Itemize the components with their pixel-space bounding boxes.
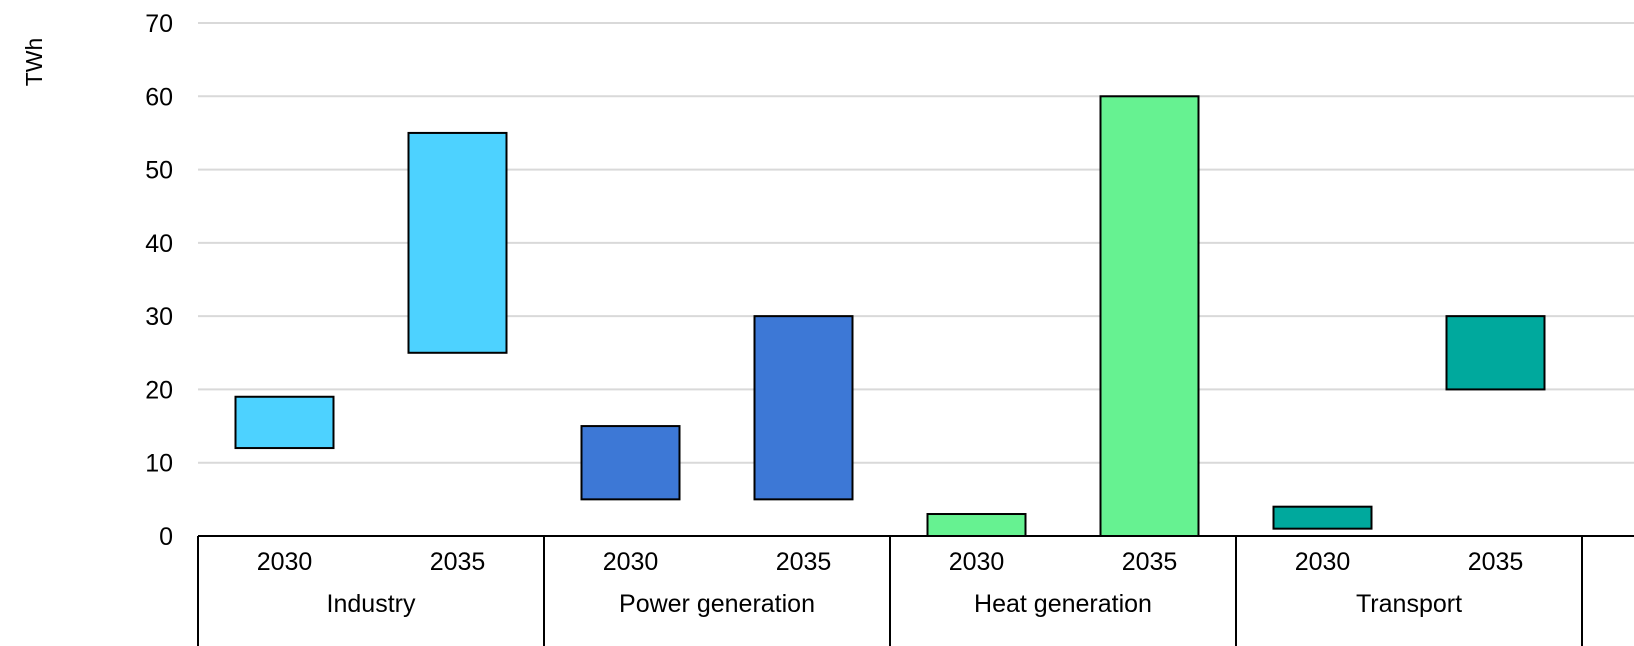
bar bbox=[234, 395, 335, 450]
y-tick-label: 30 bbox=[145, 303, 173, 331]
x-category-label: 2030 bbox=[949, 548, 1005, 576]
x-category-labels: 2030 2035 Industry 2030 2035 Power generation… bbox=[257, 548, 1524, 618]
x-category-label: 2035 bbox=[430, 548, 486, 576]
y-tick-label: 0 bbox=[159, 523, 173, 551]
x-category-label: 2035 bbox=[776, 548, 832, 576]
x-category-label: 2030 bbox=[1295, 548, 1351, 576]
x-group-label: Power generation bbox=[619, 590, 815, 618]
axes bbox=[197, 535, 1634, 646]
bar bbox=[1099, 95, 1200, 538]
bar bbox=[407, 131, 508, 354]
x-category-label: 2030 bbox=[603, 548, 659, 576]
bar bbox=[580, 425, 681, 501]
y-tick-label: 40 bbox=[145, 230, 173, 258]
y-tick-label: 20 bbox=[145, 376, 173, 404]
bars bbox=[234, 95, 1546, 538]
x-category-label: 2035 bbox=[1122, 548, 1178, 576]
y-tick-label: 70 bbox=[145, 10, 173, 38]
y-axis-label: TWh bbox=[21, 38, 47, 87]
bar bbox=[1445, 315, 1546, 391]
x-category-label: 2030 bbox=[257, 548, 313, 576]
y-tick-label: 60 bbox=[145, 83, 173, 111]
x-category-label: 2035 bbox=[1468, 548, 1524, 576]
bar bbox=[1272, 505, 1373, 530]
x-group-label: Industry bbox=[327, 590, 416, 618]
y-tick-label: 50 bbox=[145, 157, 173, 185]
y-tick-label: 10 bbox=[145, 450, 173, 478]
x-group-label: Transport bbox=[1356, 590, 1462, 618]
y-tick-labels: 0 10 20 30 40 50 60 70 bbox=[145, 10, 173, 551]
bar bbox=[753, 315, 854, 501]
bar bbox=[926, 513, 1027, 537]
x-group-label: Heat generation bbox=[974, 590, 1152, 618]
